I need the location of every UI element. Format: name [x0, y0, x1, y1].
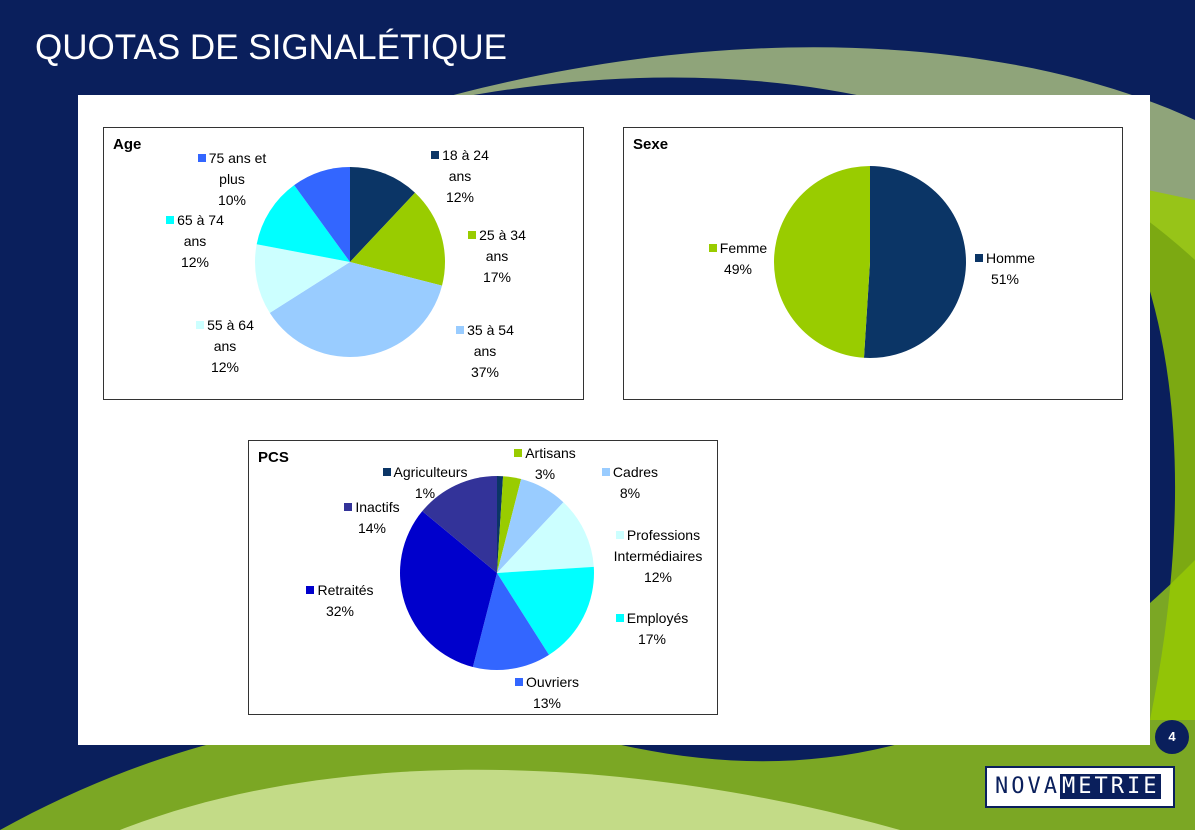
legend-swatch	[383, 468, 391, 476]
category-label: 18 à 24 ans	[442, 147, 489, 184]
category-label: Artisans	[525, 445, 576, 461]
page-number: 4	[1155, 720, 1189, 754]
category-label: Professions Intermédiaires	[614, 527, 703, 564]
data-label: Homme 51%	[965, 248, 1045, 290]
data-label: 75 ans et plus 10%	[185, 148, 280, 211]
category-label: Homme	[986, 250, 1035, 266]
data-label: Inactifs 14%	[327, 497, 417, 539]
legend-swatch	[431, 151, 439, 159]
value-label: 10%	[218, 192, 246, 208]
logo-text: NOVA	[995, 774, 1060, 799]
category-label: Femme	[720, 240, 767, 256]
logo: NOVAMETRIE	[985, 766, 1175, 808]
legend-swatch	[616, 531, 624, 539]
category-label: Retraités	[317, 582, 373, 598]
legend-swatch	[514, 449, 522, 457]
value-label: 37%	[471, 364, 499, 380]
data-label: Employés 17%	[607, 608, 697, 650]
category-label: 75 ans et plus	[209, 150, 267, 187]
category-label: Employés	[627, 610, 688, 626]
data-label: 55 à 64 ans 12%	[185, 315, 265, 378]
value-label: 32%	[326, 603, 354, 619]
value-label: 1%	[415, 485, 435, 501]
value-label: 12%	[644, 569, 672, 585]
value-label: 8%	[620, 485, 640, 501]
data-label: Cadres 8%	[590, 462, 670, 504]
category-label: Cadres	[613, 464, 658, 480]
category-label: 65 à 74 ans	[177, 212, 224, 249]
legend-swatch	[515, 678, 523, 686]
category-label: 55 à 64 ans	[207, 317, 254, 354]
value-label: 3%	[535, 466, 555, 482]
value-label: 12%	[181, 254, 209, 270]
value-label: 17%	[638, 631, 666, 647]
data-label: 65 à 74 ans 12%	[155, 210, 235, 273]
value-label: 13%	[533, 695, 561, 711]
legend-swatch	[975, 254, 983, 262]
data-label: Artisans 3%	[500, 443, 590, 485]
data-label: 18 à 24 ans 12%	[420, 145, 500, 208]
pies	[0, 0, 1195, 830]
legend-swatch	[709, 244, 717, 252]
value-label: 12%	[446, 189, 474, 205]
pie-slice	[774, 166, 870, 358]
pie-slice	[864, 166, 966, 358]
legend-swatch	[166, 216, 174, 224]
legend-swatch	[616, 614, 624, 622]
value-label: 12%	[211, 359, 239, 375]
data-label: Professions Intermédiaires 12%	[593, 525, 723, 588]
value-label: 14%	[358, 520, 386, 536]
data-label: Retraités 32%	[295, 580, 385, 622]
legend-swatch	[196, 321, 204, 329]
category-label: 25 à 34 ans	[479, 227, 526, 264]
legend-swatch	[602, 468, 610, 476]
data-label: Ouvriers 13%	[502, 672, 592, 714]
legend-swatch	[468, 231, 476, 239]
data-label: Femme 49%	[698, 238, 778, 280]
value-label: 17%	[483, 269, 511, 285]
data-label: 35 à 54 ans 37%	[445, 320, 525, 383]
legend-swatch	[344, 503, 352, 511]
category-label: 35 à 54 ans	[467, 322, 514, 359]
category-label: Agriculteurs	[394, 464, 468, 480]
legend-swatch	[456, 326, 464, 334]
category-label: Inactifs	[355, 499, 399, 515]
data-label: 25 à 34 ans 17%	[462, 225, 532, 288]
legend-swatch	[198, 154, 206, 162]
value-label: 51%	[991, 271, 1019, 287]
legend-swatch	[306, 586, 314, 594]
slide: QUOTAS DE SIGNALÉTIQUE Age Sexe PCS 4 NO…	[0, 0, 1195, 830]
category-label: Ouvriers	[526, 674, 579, 690]
logo-text: METRIE	[1060, 774, 1161, 799]
value-label: 49%	[724, 261, 752, 277]
